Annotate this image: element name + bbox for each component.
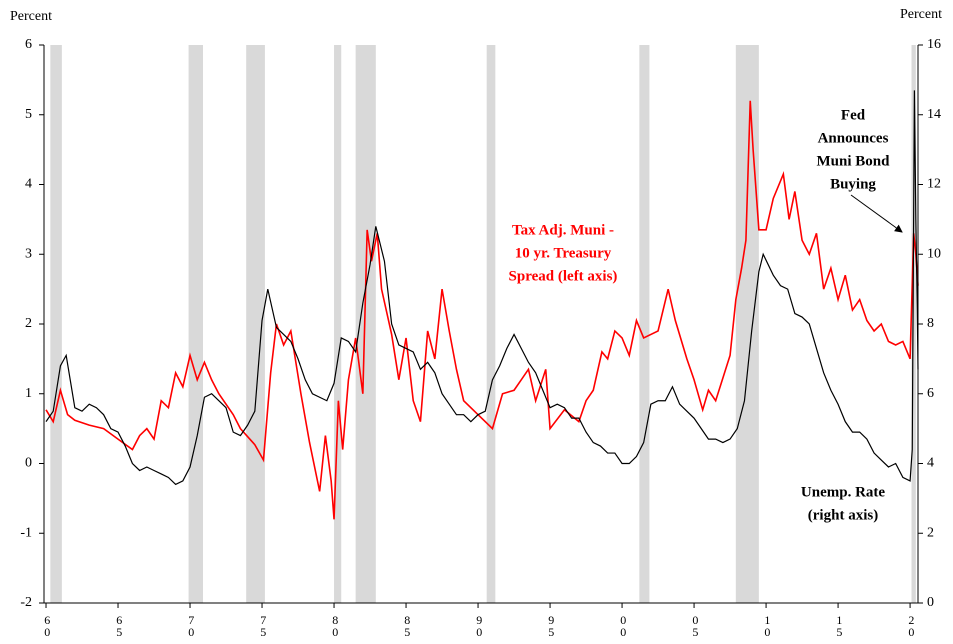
recession-band — [486, 45, 496, 603]
y2-axis-label: Percent — [900, 7, 942, 22]
recession-band — [50, 45, 62, 603]
x-tick-label: 75 — [256, 613, 270, 637]
x-tick-label: 15 — [832, 613, 846, 637]
y2-tick-label: 14 — [927, 107, 941, 122]
annotation: Muni Bond — [817, 153, 891, 169]
x-tick-label: 05 — [688, 613, 702, 637]
y-tick-label: -1 — [20, 525, 32, 540]
recession-band — [355, 45, 376, 603]
y2-tick-label: 8 — [927, 316, 934, 331]
x-tick-label: 70 — [184, 613, 198, 637]
annotation: Spread (left axis) — [509, 268, 618, 284]
annotation: Unemp. Rate — [801, 484, 885, 500]
y-tick-label: -2 — [20, 595, 32, 610]
series-line — [45, 100, 919, 520]
annotation: Buying — [830, 176, 876, 192]
y-tick-label: 5 — [25, 107, 32, 122]
x-tick-label: 85 — [400, 613, 414, 637]
x-tick-label: 95 — [544, 613, 558, 637]
annotation: (right axis) — [808, 507, 878, 523]
y-tick-label: 2 — [25, 316, 32, 331]
y2-tick-label: 12 — [927, 177, 941, 192]
y-tick-label: 0 — [25, 456, 32, 471]
annotation: Tax Adj. Muni - — [512, 222, 614, 238]
recession-band — [735, 45, 759, 603]
x-tick-label: 20 — [904, 613, 918, 637]
annotation: Announces — [818, 130, 889, 146]
x-tick-label: 80 — [328, 613, 342, 637]
y-axis-label: Percent — [10, 9, 52, 24]
y2-tick-label: 16 — [927, 37, 941, 52]
recession-band — [246, 45, 265, 603]
y2-tick-label: 4 — [927, 456, 934, 471]
recession-band — [334, 45, 342, 603]
recession-band — [188, 45, 203, 603]
y2-tick-label: 6 — [927, 386, 934, 401]
y2-tick-label: 0 — [927, 595, 934, 610]
annotation-arrow — [850, 194, 903, 233]
x-tick-label: 00 — [616, 613, 630, 637]
y-tick-label: 4 — [25, 177, 32, 192]
annotation: Fed — [841, 107, 866, 123]
series-line — [45, 90, 919, 486]
y-tick-label: 3 — [25, 246, 32, 261]
x-tick-label: 10 — [760, 613, 774, 637]
y2-tick-label: 10 — [927, 246, 941, 261]
annotation: 10 yr. Treasury — [515, 245, 612, 261]
x-tick-label: 90 — [472, 613, 486, 637]
recession-band — [639, 45, 650, 603]
y2-tick-label: 2 — [927, 525, 934, 540]
x-tick-label: 65 — [112, 613, 126, 637]
recession-band — [911, 45, 916, 603]
y-tick-label: 1 — [25, 386, 32, 401]
x-tick-label: 60 — [40, 613, 54, 637]
y-tick-label: 6 — [25, 37, 32, 52]
